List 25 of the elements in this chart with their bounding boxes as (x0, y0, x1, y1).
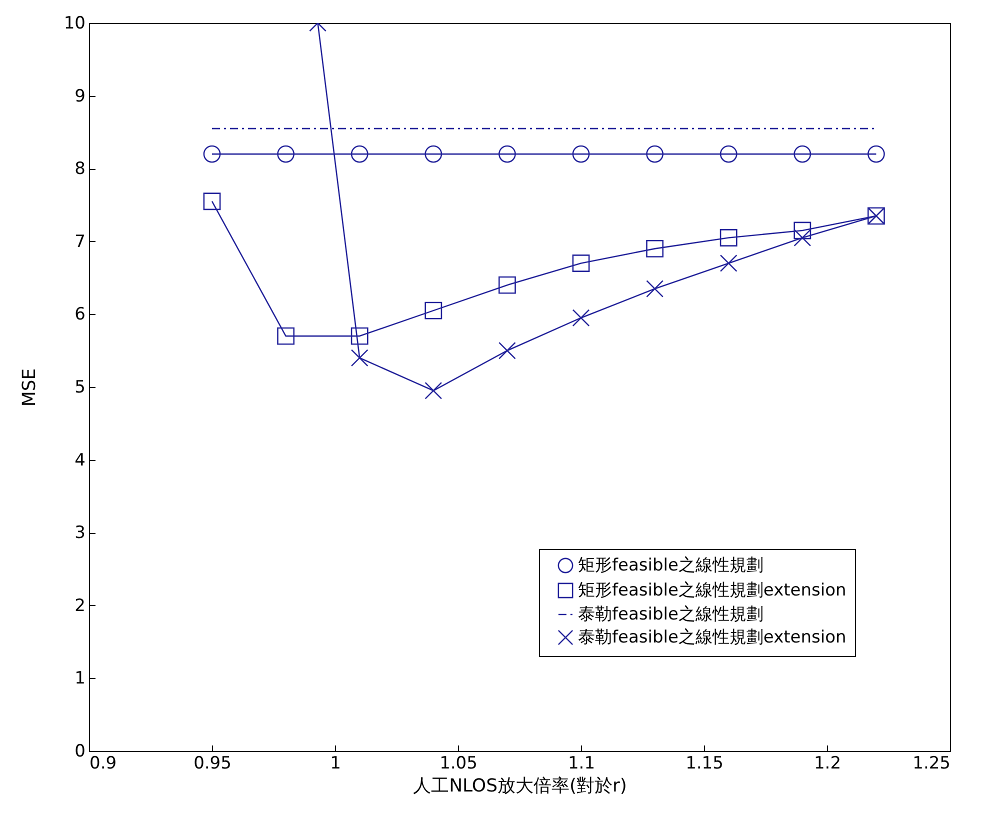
y-tick-label: 4 (74, 450, 86, 470)
y-tick-label: 7 (74, 232, 86, 252)
y-tick-label: 2 (74, 596, 86, 616)
legend-label: 泰勒feasible之線性規劃extension (578, 628, 846, 648)
y-tick-label: 6 (74, 304, 86, 325)
legend-label: 矩形feasible之線性規劃extension (578, 580, 846, 600)
x-tick-label: 0.95 (194, 754, 232, 774)
y-tick-label: 9 (74, 86, 86, 106)
x-tick-label: 0.9 (90, 754, 117, 774)
y-tick-label: 3 (74, 523, 86, 544)
x-tick-label: 1.25 (912, 754, 950, 774)
y-tick-label: 1 (74, 668, 86, 689)
y-tick-label: 0 (74, 742, 86, 762)
y-axis-title: MSE (18, 368, 40, 407)
x-tick-label: 1.1 (568, 754, 596, 774)
x-tick-label: 1.2 (814, 754, 842, 774)
y-tick-label: 10 (64, 14, 86, 34)
legend-label: 矩形feasible之線性規劃 (578, 556, 764, 576)
y-tick-label: 8 (74, 159, 86, 180)
x-axis-title: 人工NLOS放大倍率(對於r) (413, 776, 627, 796)
legend-label: 泰勒feasible之線性規劃 (578, 604, 764, 624)
x-tick-label: 1 (330, 754, 341, 774)
y-tick-label: 5 (74, 378, 86, 398)
x-tick-label: 1.15 (686, 754, 724, 774)
x-tick-label: 1.05 (440, 754, 478, 774)
